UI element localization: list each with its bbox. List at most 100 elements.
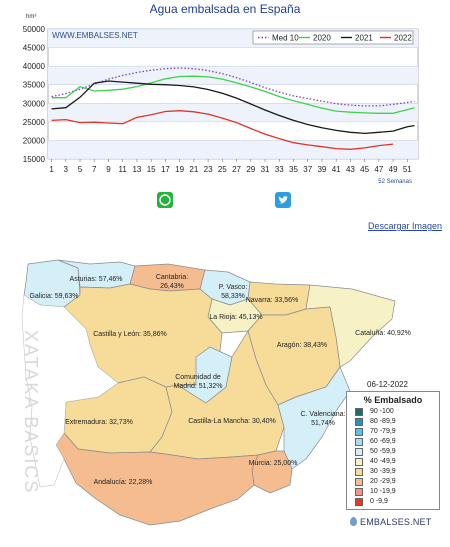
map-legend-label: 0 -9,9 [370,498,388,505]
x-tick-label: 41 [332,165,341,174]
map-label-cataluna: Cataluña: 40,92% [355,330,411,337]
brand-footer: EMBALSES.NET [350,517,431,527]
map-label-valenciana: C. Valenciana: 51,74% [300,411,346,427]
region-valenciana [277,366,351,470]
chart-title: Agua embalsada en España [149,2,301,16]
x-tick-label: 43 [346,165,355,174]
plot-band [48,66,418,85]
map-legend-label: 10 -19,9 [370,488,396,495]
map-legend-swatch [355,498,363,506]
water-drop-icon [350,517,357,526]
region-murcia [251,450,293,494]
whatsapp-icon [159,194,171,206]
x-tick-label: 33 [275,165,284,174]
map-label-extremadura: Extremadura: 32,73% [65,419,133,426]
map-legend: % Embalsado 90 -100 80 -89,9 70 -79,9 60 -6… [346,391,440,510]
map-label-aragon: Aragón: 38,43% [276,342,328,349]
map-legend-label: 70 -79,9 [370,428,396,435]
water-reserve-chart: hm³ 15000 20000 25000 30000 35000 40000 45000 5… [23,14,419,185]
series-line-2021 [51,80,415,135]
map-legend-swatch [355,428,363,436]
x-tick-label: 23 [204,165,213,174]
map-legend-label: 80 -89,9 [370,418,396,425]
x-tick-labels: 1 3 5 7 9 11 13 15 17 19 21 23 25 27 29 31 33 35 37 39 41 43 4… [49,159,412,174]
map-label-madrid: Comunidad de Madrid: 51,32% [173,374,223,390]
x-tick-label: 7 [92,165,97,174]
watermark-text: XATAKA BASICS [21,330,39,494]
map-label-clamancha: Castilla-La Mancha: 30,40% [188,418,276,425]
map-legend-swatch [355,488,363,496]
whatsapp-button[interactable] [157,192,173,208]
map-label-andalucia: Andalucía: 22,28% [93,479,153,486]
map-legend-swatch [355,458,363,466]
legend-label: 2022 [394,34,412,43]
y-tick-label: 45000 [23,44,46,53]
plot-area [47,28,419,160]
map-label-galicia: Galicia: 59,63% [29,293,79,300]
map-label-murcia: Murcia: 25,00% [248,460,298,467]
region-andalucia [55,432,259,526]
map-legend-swatch [355,448,363,456]
legend-box [252,30,414,45]
download-image-link[interactable]: Descargar Imagen [367,221,442,231]
x-tick-label: 49 [389,165,398,174]
map-legend-label: 30 -39,9 [370,468,396,475]
map-legend-label: 90 -100 [370,408,394,415]
map-legend-swatch [355,408,363,416]
x-tick-label: 29 [246,165,255,174]
y-tick-label: 20000 [23,136,46,145]
portugal-outline [21,294,119,488]
chart-legend: Med 10 2020 2021 2022 [252,30,414,45]
grid-lines [48,28,418,160]
x-tick-label: 9 [106,165,111,174]
x-tick-label: 35 [289,165,298,174]
map-legend-label: 40 -49,9 [370,458,396,465]
twitter-icon [278,196,288,204]
twitter-button[interactable] [275,192,291,208]
x-tick-label: 11 [119,165,128,174]
plot-band [48,140,418,159]
x-tick-label: 47 [374,165,383,174]
y-tick-label: 25000 [23,118,46,127]
map-label-larioja: La Rioja: 45,13% [209,314,263,321]
x-tick-label: 3 [64,165,69,174]
y-tick-labels: 15000 20000 25000 30000 35000 40000 45000 50000 [23,25,46,164]
x-tick-label: 31 [261,165,270,174]
y-tick-label: 15000 [23,155,46,164]
brand-text: EMBALSES.NET [360,517,432,527]
x-tick-label: 37 [303,165,312,174]
legend-label: Med 10 [272,34,299,43]
x-tick-label: 51 [403,165,412,174]
map-legend-swatch [355,438,363,446]
map-legend-label: 20 -29,9 [370,478,396,485]
series-line-2022 [51,110,394,150]
series-lines [51,67,415,150]
x-tick-label: 25 [218,165,227,174]
x-tick-label: 39 [317,165,326,174]
map-label-pvasco: P. Vasco: 58,33% [218,284,248,300]
map-label-cantabria: Cantabria: 26,43% [155,274,189,290]
map-legend-swatch [355,478,363,486]
chart-watermark: WWW.EMBALSES.NET [52,31,138,40]
x-tick-label: 19 [175,165,184,174]
x-tick-label: 1 [49,165,54,174]
map-legend-label: 60 -69,9 [370,438,396,445]
y-tick-label: 30000 [23,99,46,108]
series-line-med-10 [51,67,415,107]
x-tick-label: 13 [132,165,141,174]
map-legend-title: % Embalsado [363,395,423,405]
map-regions [23,259,396,526]
share-row [0,192,450,212]
y-tick-label: 50000 [23,25,46,34]
x-tick-label: 15 [147,165,156,174]
map-label-navarra: Navarra: 33,56% [245,297,299,304]
spain-reservoir-map [21,259,396,526]
map-legend-label: 50 -59,9 [370,448,396,455]
x-tick-label: 45 [360,165,369,174]
weeks-axis-note: 52 Semanas [378,179,412,185]
series-line-2020 [51,75,415,114]
xataka-watermark: XATAKA BASICS [9,330,41,520]
map-legend-swatch [355,418,363,426]
map-date: 06-12-2022 [367,380,408,389]
legend-label: 2021 [355,34,373,43]
